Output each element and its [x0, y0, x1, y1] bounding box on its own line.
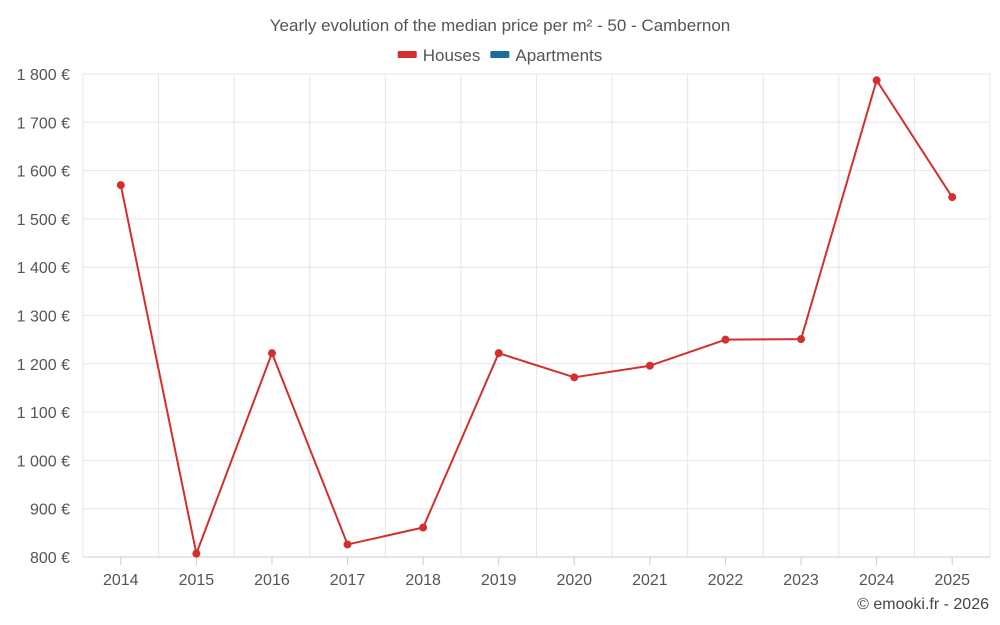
credit-text: © emooki.fr - 2026 [857, 596, 989, 613]
x-tick-label: 2014 [103, 572, 139, 589]
x-axis: 2014 2015 2016 2017 2018 2019 2020 2021 2022 2023… [83, 556, 990, 589]
legend-label: Houses [423, 46, 481, 65]
y-tick-label: 800 € [30, 550, 70, 567]
y-tick-label: 1 000 € [17, 453, 70, 470]
data-point[interactable] [948, 193, 957, 202]
y-tick-label: 1 700 € [17, 115, 70, 132]
legend-swatch [397, 51, 417, 58]
legend-item-apartments[interactable]: Apartments [490, 46, 602, 65]
x-tick-label: 2015 [179, 572, 215, 589]
x-tick-label: 2018 [405, 572, 441, 589]
x-tick-label: 2020 [556, 572, 592, 589]
x-tick-label: 2019 [481, 572, 517, 589]
legend-swatch [490, 51, 510, 58]
x-tick-label: 2024 [859, 572, 895, 589]
data-point[interactable] [570, 373, 579, 382]
chart-title: Yearly evolution of the median price per… [270, 16, 731, 35]
x-tick-label: 2025 [934, 572, 970, 589]
legend-item-houses[interactable]: Houses [397, 46, 481, 65]
series-line-houses [119, 79, 954, 555]
series-group [116, 76, 957, 558]
x-tick-label: 2023 [783, 572, 819, 589]
data-point[interactable] [343, 540, 352, 549]
data-point[interactable] [797, 335, 806, 344]
legend-label: Apartments [515, 46, 602, 65]
x-tick-label: 2022 [708, 572, 744, 589]
y-tick-label: 1 200 € [17, 357, 70, 374]
grid [82, 73, 991, 558]
data-point[interactable] [419, 523, 428, 532]
legend: Houses Apartments [397, 46, 602, 65]
y-axis: 800 € 900 € 1 000 € 1 100 € 1 200 € 1 300 € 1 … [17, 67, 70, 567]
x-tick-label: 2021 [632, 572, 668, 589]
x-tick-label: 2017 [330, 572, 366, 589]
data-point[interactable] [116, 181, 125, 190]
y-tick-label: 900 € [30, 502, 70, 519]
data-point[interactable] [192, 549, 201, 558]
y-tick-label: 1 800 € [17, 67, 70, 84]
y-tick-label: 1 600 € [17, 164, 70, 181]
data-point[interactable] [872, 76, 881, 85]
y-tick-label: 1 500 € [17, 212, 70, 229]
data-point[interactable] [721, 335, 730, 344]
data-point[interactable] [494, 349, 503, 358]
data-point[interactable] [645, 361, 654, 370]
x-tick-label: 2016 [254, 572, 290, 589]
data-point[interactable] [267, 349, 276, 358]
y-tick-label: 1 400 € [17, 260, 70, 277]
y-tick-label: 1 300 € [17, 309, 70, 326]
y-tick-label: 1 100 € [17, 405, 70, 422]
